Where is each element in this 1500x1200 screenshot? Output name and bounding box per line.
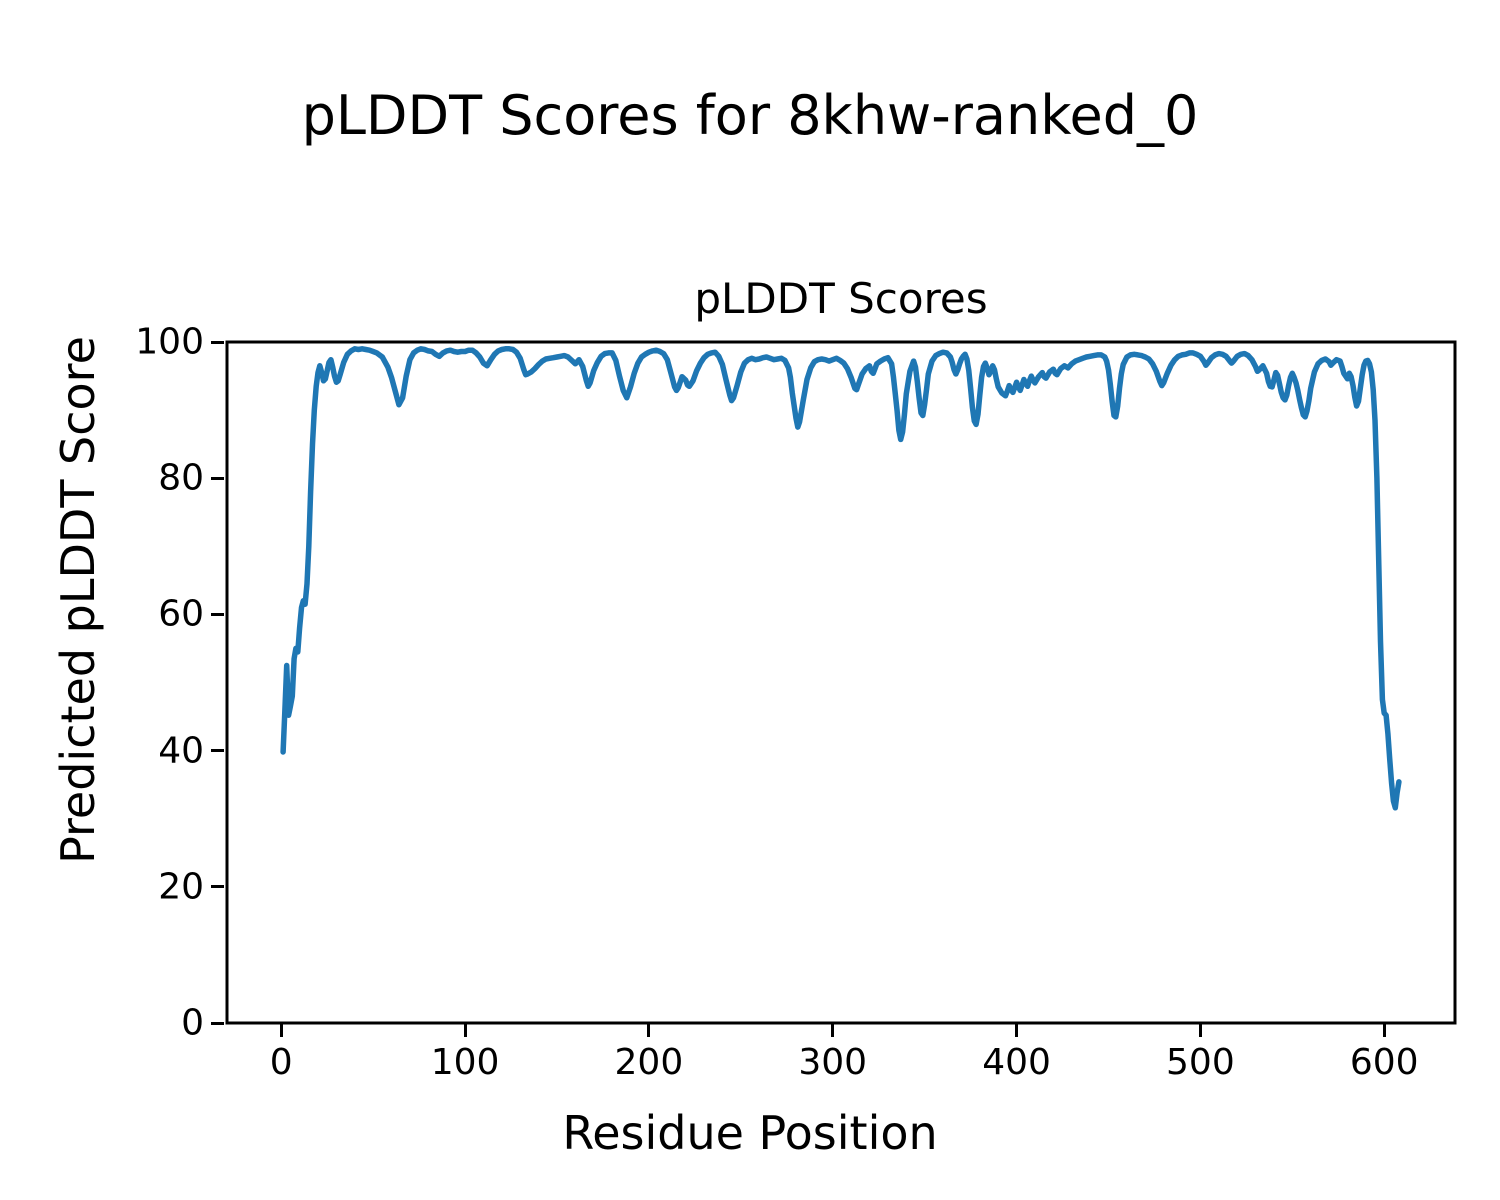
x-tick-label: 400 (982, 1042, 1051, 1083)
y-tick-mark (211, 885, 224, 889)
y-tick-mark (211, 340, 224, 344)
x-tick-label: 0 (269, 1042, 293, 1083)
y-tick-label: 40 (158, 730, 204, 772)
y-tick-mark (211, 612, 224, 616)
x-tick-mark (463, 1024, 467, 1037)
y-tick-mark (211, 749, 224, 753)
x-tick-mark (1015, 1024, 1019, 1037)
x-axis-label: Residue Position (562, 1106, 938, 1160)
y-axis-label: Predicted pLDDT Score (51, 336, 105, 864)
figure-title: pLDDT Scores for 8khw-ranked_0 (301, 84, 1199, 147)
axes-frame (225, 340, 1457, 1025)
y-tick-label: 100 (135, 321, 204, 363)
y-tick-label: 60 (158, 593, 204, 635)
x-tick-label: 500 (1166, 1042, 1235, 1083)
plot-area (225, 340, 1457, 1025)
axes-title: pLDDT Scores (694, 274, 988, 323)
x-tick-label: 100 (430, 1042, 500, 1083)
plddt-line-series (280, 346, 1402, 811)
y-tick-label: 80 (158, 457, 204, 499)
y-tick-label: 0 (181, 1002, 204, 1044)
y-tick-label: 20 (158, 866, 204, 908)
x-tick-label: 300 (798, 1042, 868, 1083)
y-tick-mark (211, 1021, 224, 1025)
x-tick-label: 200 (614, 1042, 684, 1083)
x-tick-mark (279, 1024, 283, 1037)
x-tick-mark (647, 1024, 651, 1037)
x-tick-mark (1382, 1024, 1386, 1037)
y-tick-mark (211, 476, 224, 480)
x-tick-mark (831, 1024, 835, 1037)
x-tick-mark (1198, 1024, 1202, 1037)
x-tick-label: 600 (1349, 1042, 1419, 1083)
